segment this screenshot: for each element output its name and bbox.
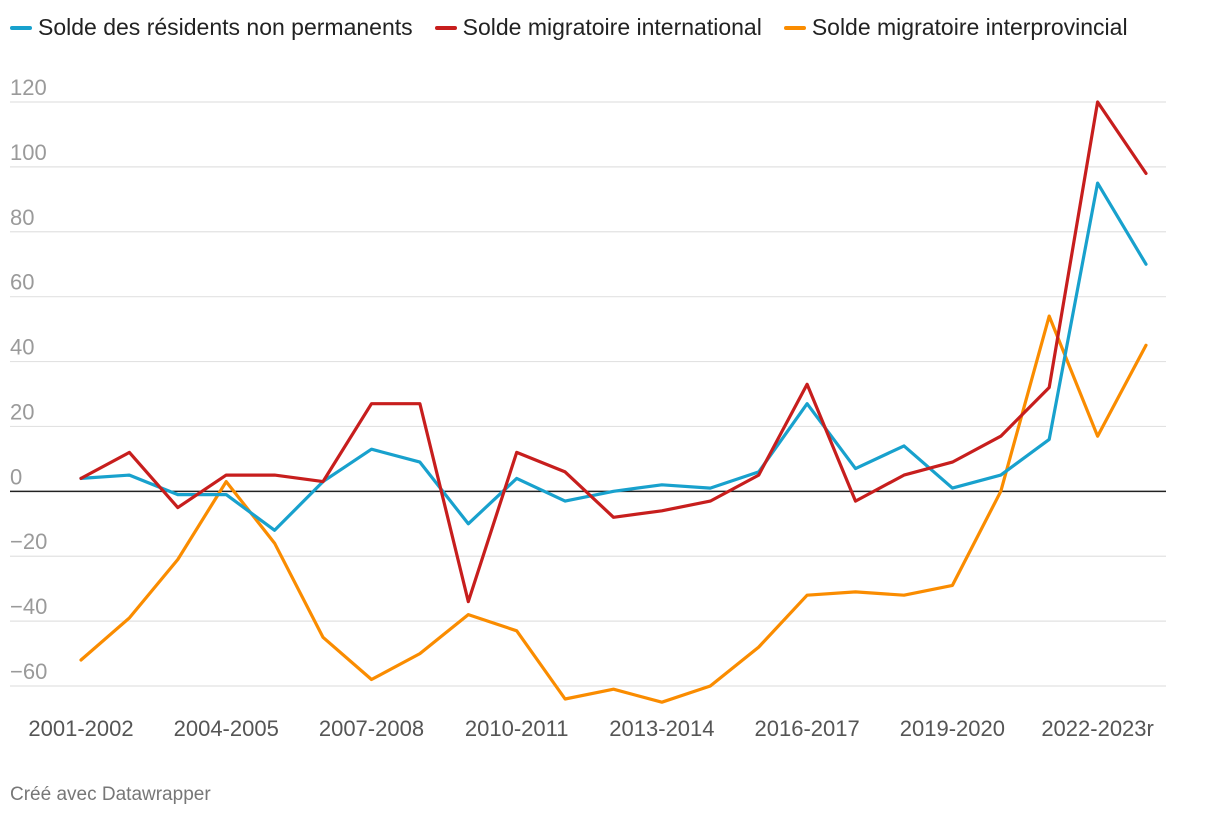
x-tick-label: 2001-2002	[28, 716, 133, 741]
legend-item-international-migration: Solde migratoire international	[434, 14, 762, 41]
y-tick-label: 60	[10, 270, 34, 295]
y-tick-label: 20	[10, 399, 34, 424]
x-tick-label: 2022-2023r	[1041, 716, 1154, 741]
y-tick-label: −20	[10, 529, 47, 554]
x-tick-label: 2007-2008	[319, 716, 424, 741]
legend-swatch-orange	[783, 25, 806, 30]
series-line-2	[79, 314, 1148, 704]
y-tick-label: 120	[10, 75, 47, 100]
legend-swatch-red	[434, 25, 457, 30]
x-tick-label: 2016-2017	[755, 716, 860, 741]
y-tick-label: −40	[10, 594, 47, 619]
chart-legend: Solde des résidents non permanents Solde…	[10, 14, 1128, 41]
x-tick-label: 2019-2020	[900, 716, 1005, 741]
series-line-0	[79, 181, 1148, 532]
y-tick-label: −60	[10, 659, 47, 684]
legend-label: Solde migratoire interprovincial	[811, 14, 1128, 40]
x-tick-label: 2010-2011	[465, 716, 569, 741]
y-tick-label: 0	[10, 464, 22, 489]
legend-label: Solde des résidents non permanents	[38, 14, 413, 40]
footer-credit: Créé avec Datawrapper	[10, 784, 211, 805]
series-line-1	[79, 100, 1148, 604]
legend-item-interprovincial-migration: Solde migratoire interprovincial	[783, 14, 1128, 41]
x-tick-label: 2004-2005	[174, 716, 279, 741]
y-tick-label: 40	[10, 335, 34, 360]
legend-label: Solde migratoire international	[462, 14, 762, 40]
legend-swatch-blue	[10, 25, 32, 30]
x-tick-label: 2013-2014	[609, 716, 714, 741]
y-tick-label: 100	[10, 140, 47, 165]
legend-item-non-permanent-residents: Solde des résidents non permanents	[10, 14, 413, 41]
y-tick-label: 80	[10, 205, 34, 230]
